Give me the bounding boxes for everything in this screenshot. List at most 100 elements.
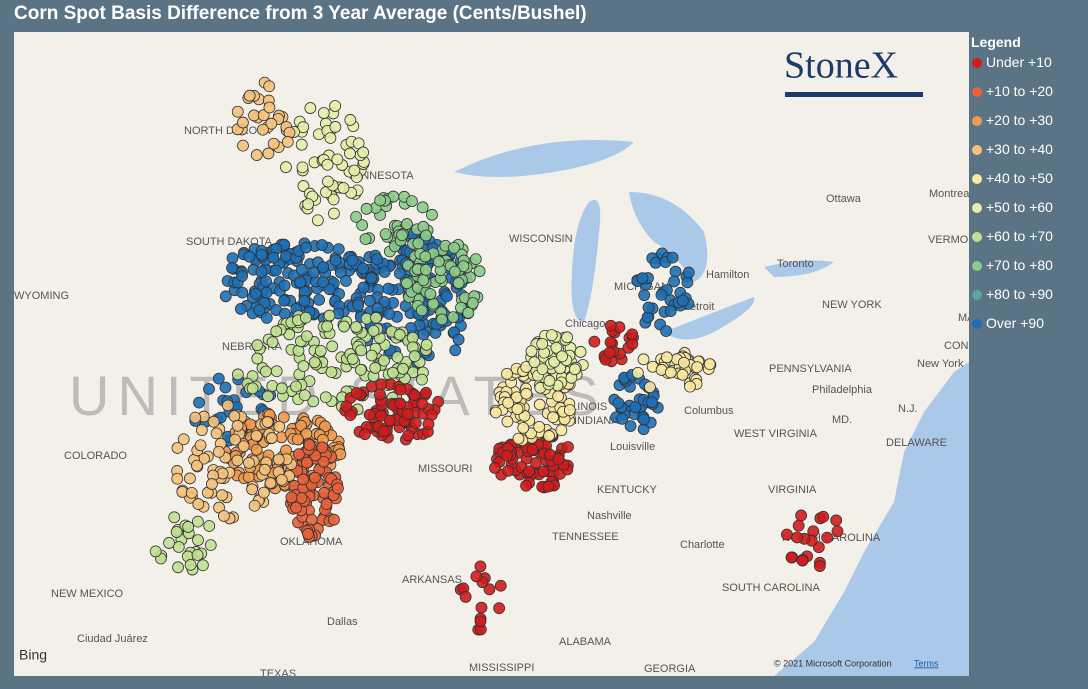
site-dot <box>365 349 378 362</box>
place-label: Ottawa <box>826 193 862 205</box>
site-dot <box>297 180 310 192</box>
site-dot <box>517 422 530 434</box>
site-dot <box>530 457 542 469</box>
place-label: WYOMING <box>14 290 69 302</box>
site-dot <box>374 388 386 401</box>
site-dot <box>338 320 350 333</box>
site-dot <box>632 367 644 379</box>
site-dot <box>543 374 556 387</box>
site-dot <box>791 531 804 544</box>
site-dot <box>236 286 249 299</box>
legend-title: Legend <box>971 34 1021 50</box>
lake-superior <box>454 140 634 177</box>
site-dot <box>457 260 470 273</box>
place-label: Hamilton <box>706 269 749 281</box>
site-dot <box>297 360 310 373</box>
site-dot <box>542 480 555 493</box>
site-dot <box>313 293 325 306</box>
site-dot <box>270 325 283 338</box>
site-dot <box>321 320 334 333</box>
site-dot <box>277 411 290 424</box>
site-dot <box>556 350 568 363</box>
place-label: Toronto <box>777 258 814 270</box>
site-dot <box>265 117 278 130</box>
site-dot <box>387 366 399 379</box>
site-dot <box>394 397 407 410</box>
site-dot <box>409 417 422 429</box>
site-dot <box>261 416 274 428</box>
attribution: © 2021 Microsoft Corporation <box>774 658 892 668</box>
legend-item: +10 to +20 <box>971 83 1053 112</box>
site-dot <box>792 519 805 532</box>
site-dot <box>300 330 313 343</box>
site-dot <box>626 328 639 341</box>
site-dot <box>483 583 496 596</box>
site-dot <box>216 489 229 502</box>
site-dot <box>298 389 311 402</box>
site-dot <box>221 399 234 412</box>
site-dot <box>323 309 336 322</box>
site-dot <box>231 368 244 381</box>
site-dot <box>302 198 315 211</box>
place-label: Nashville <box>587 510 632 522</box>
site-dot <box>469 253 482 266</box>
site-dot <box>684 380 696 393</box>
site-dot <box>302 528 314 540</box>
site-dot <box>260 311 273 324</box>
site-dot <box>401 218 413 230</box>
site-dot <box>203 520 216 532</box>
site-dot <box>416 397 429 410</box>
site-dot <box>396 229 408 242</box>
site-dot <box>649 256 662 269</box>
site-dot <box>194 439 207 452</box>
site-dot <box>210 427 223 440</box>
site-dot <box>326 340 339 353</box>
site-dot <box>278 294 291 307</box>
site-dot <box>265 432 278 444</box>
legend-item: +80 to +90 <box>971 286 1053 315</box>
site-dot <box>327 193 340 206</box>
site-dot <box>184 558 197 571</box>
site-dot <box>246 483 258 496</box>
site-dot <box>473 265 486 278</box>
site-dot <box>475 601 488 614</box>
site-dot <box>191 515 204 528</box>
site-dot <box>163 537 175 549</box>
site-dot <box>250 149 263 161</box>
terms-link[interactable]: Terms <box>914 658 939 668</box>
site-dot <box>401 408 414 420</box>
site-dot <box>676 294 689 307</box>
site-dot <box>270 365 283 378</box>
site-dot <box>417 274 430 287</box>
site-dot <box>329 100 342 112</box>
land <box>14 32 969 676</box>
site-dot <box>253 304 266 317</box>
site-dot <box>317 455 330 468</box>
site-dot <box>424 288 437 300</box>
site-dot <box>324 132 337 144</box>
place-label: NEW YORK <box>822 299 882 311</box>
site-dot <box>537 465 550 478</box>
site-dot <box>243 456 255 469</box>
site-dot <box>523 465 536 478</box>
legend-item: +60 to +70 <box>971 228 1053 257</box>
legend-swatch <box>972 290 982 300</box>
site-dot <box>416 201 429 214</box>
site-dot <box>195 424 208 437</box>
place-label: GEORGIA <box>644 663 696 675</box>
lake-ontario <box>764 260 834 277</box>
site-dot <box>624 420 637 433</box>
legend-label: +40 to +50 <box>986 170 1053 186</box>
site-dot <box>285 491 298 504</box>
legend-swatch <box>972 203 982 213</box>
legend-swatch <box>972 174 982 184</box>
site-dot <box>340 400 353 413</box>
place-label: N.J. <box>898 403 918 415</box>
site-dot <box>219 381 232 394</box>
legend-swatch <box>972 261 982 271</box>
site-dot <box>379 228 392 241</box>
site-dot <box>419 250 432 263</box>
site-dot <box>678 356 690 369</box>
site-dot <box>182 521 195 533</box>
